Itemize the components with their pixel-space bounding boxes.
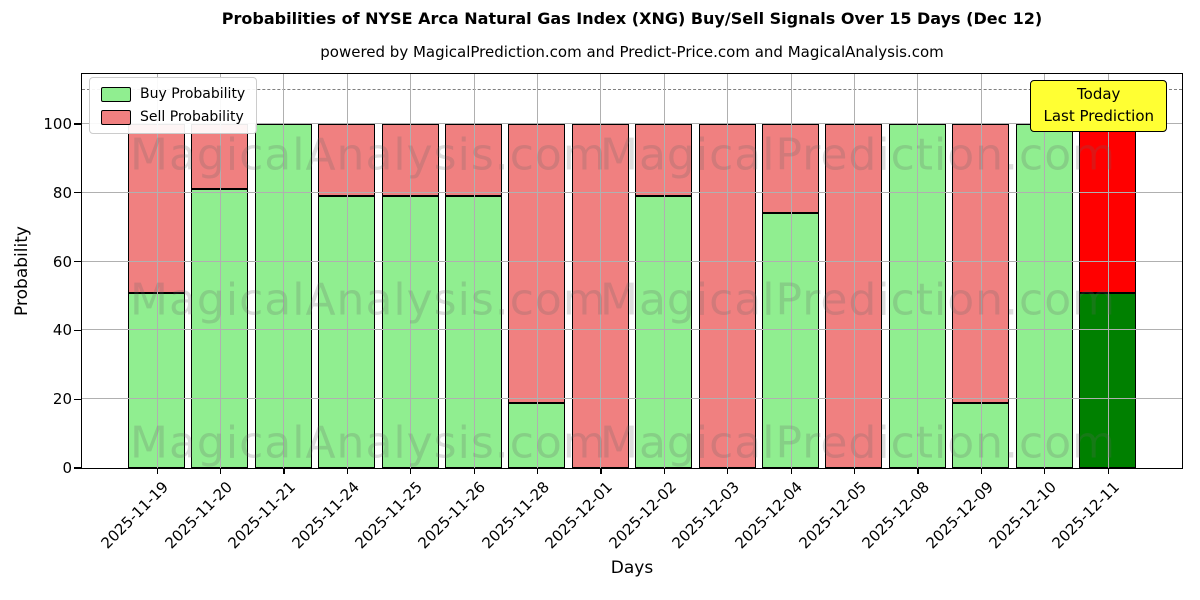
legend: Buy Probability Sell Probability [89,77,258,134]
buy-swatch-icon [101,86,131,102]
x-tick-mark [663,469,666,474]
plot-area: MagicalAnalysis.com MagicalPrediction.com… [81,73,1183,469]
y-tick-mark [74,467,81,469]
x-tick-label: 2025-12-11 [1048,478,1124,553]
bar-group [762,74,819,468]
x-tick-mark [536,469,539,474]
bar-group [888,74,946,468]
x-tick-label: 2025-12-04 [731,478,807,553]
x-tick-mark [917,469,919,474]
v-gridline [663,74,665,468]
x-tick-label: 2025-11-26 [414,478,490,553]
x-tick-mark [219,469,222,474]
v-gridline [853,74,855,468]
y-tick-mark [74,329,81,332]
v-gridline [600,74,602,468]
bar-group [1079,74,1136,468]
today-annotation: Today Last Prediction [1030,80,1167,132]
v-gridline [980,74,982,468]
bar-group [128,74,185,468]
bar-group [1015,74,1073,468]
y-tick-label: 0 [62,459,72,477]
x-tick-label: 2025-12-05 [795,478,870,553]
bar-group [445,74,502,468]
x-tick-label: 2025-12-03 [668,478,743,553]
v-gridline [156,74,158,468]
h-gridline [82,123,1182,124]
legend-item-buy: Buy Probability [101,86,245,102]
bar-group [698,74,756,468]
x-tick-label: 2025-12-02 [605,478,680,553]
x-tick-label: 2025-11-20 [161,478,236,553]
bar-group [381,74,439,468]
x-tick-label: 2025-11-24 [288,478,363,553]
chart-title: Probabilities of NYSE Arca Natural Gas I… [221,9,1043,28]
legend-item-sell: Sell Probability [101,109,245,125]
bar-group [254,74,312,468]
x-tick-mark [283,469,285,474]
h-gridline [82,260,1182,262]
today-annotation-line2: Last Prediction [1043,106,1154,125]
bar-group [191,74,249,468]
bar-group [952,74,1010,468]
v-gridline [1044,74,1046,468]
y-tick-label: 60 [52,252,72,271]
x-tick-label: 2025-12-08 [858,478,934,553]
y-tick-mark [74,123,81,125]
x-tick-mark [473,469,475,474]
y-tick-mark [74,260,81,263]
y-tick-mark [74,398,81,400]
y-tick-label: 40 [52,321,72,340]
bar-group [635,74,693,468]
y-tick-label: 100 [43,115,72,133]
today-annotation-line1: Today [1077,85,1121,103]
legend-label-sell: Sell Probability [140,109,244,125]
x-tick-label: 2025-12-10 [985,478,1060,553]
x-tick-mark [790,469,792,474]
x-tick-label: 2025-11-28 [478,478,553,553]
v-gridline [283,74,285,468]
h-gridline [82,329,1182,331]
chart-subtitle: powered by MagicalPrediction.com and Pre… [320,43,944,61]
v-gridline [1107,74,1109,468]
x-tick-mark [1044,469,1046,474]
dashed-threshold-line [82,88,1182,90]
y-tick-label: 80 [52,183,72,202]
h-gridline [82,191,1182,193]
x-tick-label: 2025-11-25 [351,478,426,553]
x-tick-mark [1107,469,1109,474]
x-tick-mark [853,469,856,474]
v-gridline [219,74,221,468]
y-axis-label: Probability [12,226,32,316]
v-gridline [917,74,919,468]
v-gridline [473,74,475,468]
x-tick-mark [346,469,349,474]
y-tick-label: 20 [52,390,72,409]
legend-label-buy: Buy Probability [140,86,246,102]
x-tick-mark [980,469,983,474]
bar-group [508,74,566,468]
v-gridline [536,74,538,468]
x-tick-mark [600,469,602,474]
x-tick-mark [156,469,158,474]
bar-group [825,74,883,468]
x-tick-mark [727,469,729,474]
bar-group [571,74,629,468]
x-axis-label: Days [610,558,654,578]
y-tick-mark [74,192,81,194]
v-gridline [790,74,792,468]
v-gridline [410,74,412,468]
x-tick-label: 2025-12-01 [541,478,617,553]
x-tick-label: 2025-11-21 [224,478,300,553]
x-tick-mark [410,469,412,474]
x-tick-label: 2025-12-09 [922,478,997,553]
v-gridline [346,74,348,468]
v-gridline [727,74,729,468]
h-gridline [82,398,1182,400]
sell-swatch-icon [101,109,131,125]
bar-group [318,74,376,468]
x-tick-label: 2025-11-19 [97,478,173,553]
